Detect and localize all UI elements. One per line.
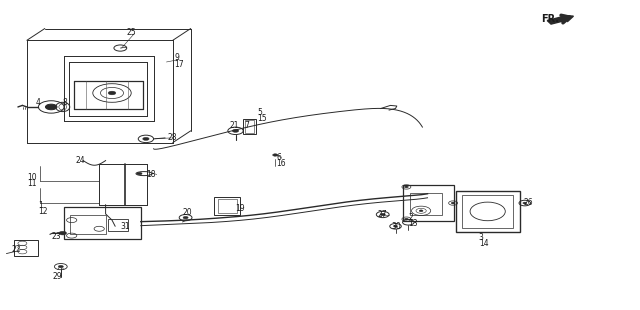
Circle shape (58, 265, 63, 268)
Bar (245, 120, 254, 133)
Bar (243, 119, 256, 134)
Text: 30: 30 (392, 222, 401, 232)
Circle shape (137, 172, 142, 175)
Text: 13: 13 (408, 219, 418, 228)
Circle shape (108, 91, 116, 95)
Bar (410, 193, 442, 215)
Text: 9: 9 (174, 53, 179, 62)
FancyArrow shape (547, 16, 573, 24)
Text: 15: 15 (257, 114, 267, 123)
Text: 2: 2 (408, 213, 413, 222)
Circle shape (183, 216, 188, 219)
Text: 16: 16 (276, 159, 286, 168)
Text: 28: 28 (168, 132, 177, 142)
Text: 17: 17 (174, 60, 184, 69)
Text: 31: 31 (120, 222, 130, 232)
Circle shape (394, 225, 397, 227)
Text: 8: 8 (63, 98, 67, 108)
Text: 11: 11 (27, 179, 36, 188)
Circle shape (404, 186, 408, 188)
Bar (403, 185, 454, 221)
Text: 12: 12 (38, 207, 48, 216)
Circle shape (273, 154, 278, 156)
Circle shape (380, 213, 385, 216)
Text: 1: 1 (38, 201, 43, 210)
Text: 26: 26 (524, 197, 533, 207)
Text: 3: 3 (479, 232, 484, 242)
Circle shape (523, 202, 527, 204)
Circle shape (143, 137, 149, 140)
Text: 6: 6 (276, 153, 282, 162)
Text: 24: 24 (76, 156, 85, 165)
Bar (108, 219, 128, 231)
Circle shape (59, 231, 67, 235)
Circle shape (419, 210, 423, 212)
Bar (70, 215, 106, 234)
Text: 29: 29 (52, 272, 62, 281)
Text: 5: 5 (257, 108, 262, 117)
Text: 20: 20 (182, 208, 192, 217)
Text: 18: 18 (146, 170, 156, 179)
Bar (462, 195, 513, 228)
Bar (456, 191, 520, 232)
Text: FR.: FR. (541, 14, 559, 24)
Text: 4: 4 (35, 98, 40, 108)
Bar (14, 240, 38, 256)
Circle shape (451, 202, 455, 204)
Text: 21: 21 (229, 121, 239, 130)
Text: 7: 7 (244, 121, 250, 130)
Text: 10: 10 (27, 173, 36, 182)
Bar (64, 207, 141, 239)
Bar (214, 197, 240, 215)
Circle shape (45, 104, 57, 110)
Text: 23: 23 (51, 232, 61, 241)
Text: 25: 25 (127, 28, 136, 37)
Circle shape (232, 129, 239, 132)
Text: 14: 14 (479, 239, 488, 248)
Bar (218, 199, 237, 213)
Circle shape (404, 218, 408, 220)
Text: 22: 22 (12, 245, 21, 254)
Text: 19: 19 (236, 204, 245, 213)
Text: 27: 27 (378, 210, 387, 219)
